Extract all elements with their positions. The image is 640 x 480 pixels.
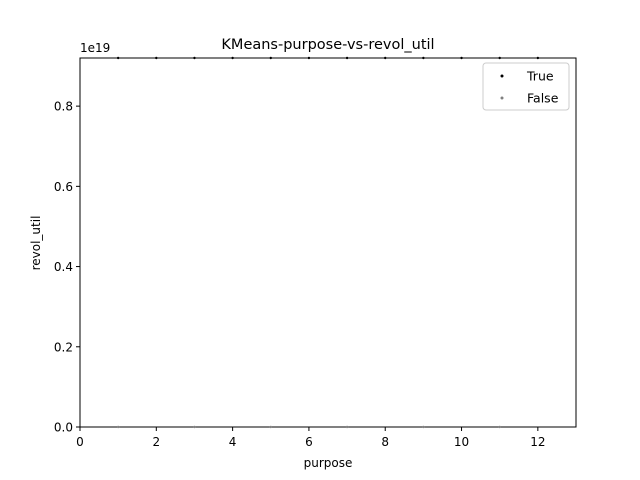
point-true-11 — [536, 56, 540, 60]
x-tick-label: 6 — [305, 435, 313, 449]
y-axis: 0.0 0.2 0.4 0.6 0.8 — [54, 100, 80, 435]
y-tick-label: 0.4 — [54, 260, 73, 274]
y-tick-label: 0.6 — [54, 180, 73, 194]
y-tick-label: 0.8 — [54, 100, 73, 114]
x-tick-label: 10 — [454, 435, 469, 449]
point-true-4 — [269, 56, 272, 60]
point-true-8 — [422, 56, 425, 60]
point-false-5 — [498, 425, 501, 429]
point-false-4 — [422, 425, 425, 429]
point-false-1 — [193, 425, 196, 429]
point-true-6 — [345, 56, 349, 60]
plot-area — [79, 57, 577, 428]
point-false-0 — [116, 425, 120, 429]
point-true-0 — [116, 56, 120, 60]
point-true-3 — [231, 56, 234, 60]
legend-marker-true — [500, 74, 504, 78]
x-tick-label: 2 — [152, 435, 160, 449]
x-tick-label: 4 — [229, 435, 237, 449]
legend-marker-false — [500, 96, 504, 100]
point-true-10 — [498, 56, 501, 60]
x-tick-label: 0 — [76, 435, 84, 449]
legend: True False — [482, 62, 570, 111]
data-points — [116, 56, 540, 429]
y-offset-text: 1e19 — [80, 41, 110, 55]
legend-label: True — [526, 69, 554, 84]
x-axis: 0 2 4 6 8 10 12 — [76, 427, 545, 449]
y-tick-label: 0.2 — [54, 340, 73, 354]
point-true-7 — [384, 56, 387, 60]
point-true-1 — [155, 56, 158, 60]
legend-box — [482, 62, 570, 111]
y-tick-label: 0.0 — [54, 421, 73, 435]
point-true-2 — [193, 56, 196, 60]
x-tick-label: 8 — [381, 435, 389, 449]
point-true-9 — [460, 56, 463, 60]
chart-title: KMeans-purpose-vs-revol_util — [221, 37, 434, 53]
point-true-5 — [307, 56, 311, 60]
point-false-3 — [345, 425, 349, 429]
x-axis-label: purpose — [304, 456, 353, 470]
x-tick-label: 12 — [530, 435, 545, 449]
legend-label: False — [527, 91, 559, 106]
point-false-2 — [269, 425, 272, 429]
y-axis-label: revol_util — [29, 216, 43, 271]
plot-frame — [79, 57, 577, 428]
